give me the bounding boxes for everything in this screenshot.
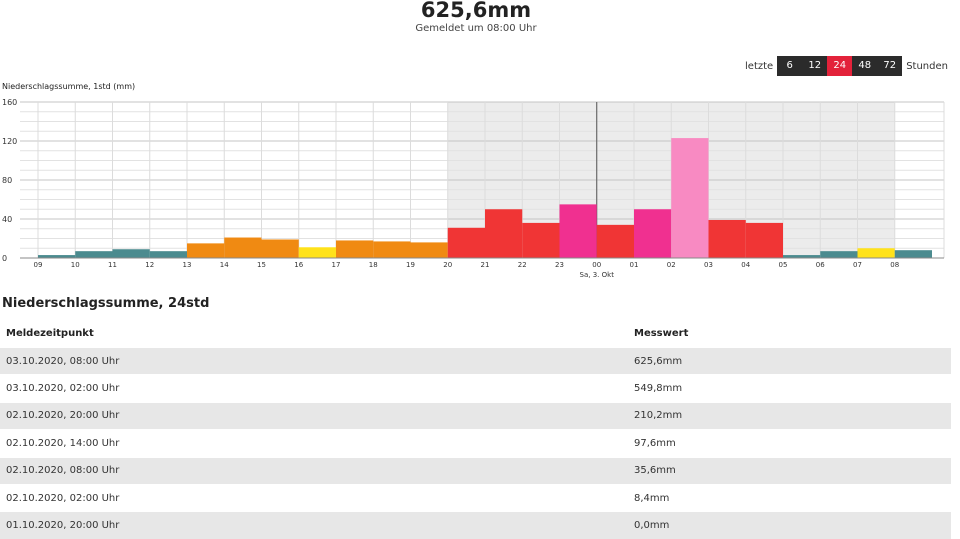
column-header-time: Meldezeitpunkt — [6, 327, 94, 339]
row-value: 549,8mm — [634, 374, 951, 403]
x-tick-label: 04 — [741, 261, 750, 269]
x-tick-label: 20 — [443, 261, 452, 269]
chart-bar — [224, 237, 262, 258]
range-12-button[interactable]: 12 — [802, 56, 828, 76]
row-time: 02.10.2020, 14:00 Uhr — [0, 429, 634, 458]
x-tick-label: 23 — [555, 261, 564, 269]
table-title: Niederschlagssumme, 24std — [2, 296, 210, 311]
x-tick-label: 10 — [71, 261, 80, 269]
row-time: 03.10.2020, 08:00 Uhr — [0, 346, 634, 375]
chart-bar — [38, 255, 76, 258]
time-range-selector: letzte 6 12 24 48 72 Stunden — [741, 56, 952, 76]
chart-bar — [559, 204, 597, 258]
table-header-row: Meldezeitpunkt Messwert — [0, 319, 951, 348]
row-time: 03.10.2020, 02:00 Uhr — [0, 374, 634, 403]
chart-bar — [149, 251, 187, 258]
chart-bar — [447, 227, 485, 258]
y-tick-label: 80 — [2, 176, 12, 185]
table-row: 02.10.2020, 08:00 Uhr 35,6mm — [0, 456, 951, 485]
row-value: 625,6mm — [634, 346, 951, 375]
chart-bar — [485, 209, 523, 258]
chart-bar — [522, 222, 560, 258]
x-tick-label: 02 — [667, 261, 676, 269]
chart-bar — [857, 248, 895, 258]
column-header-value: Messwert — [634, 327, 689, 339]
row-value: 97,6mm — [634, 429, 951, 458]
chart-bar — [261, 239, 299, 258]
x-tick-label: 15 — [257, 261, 266, 269]
x-tick-label: 12 — [145, 261, 154, 269]
range-6-button[interactable]: 6 — [777, 56, 803, 76]
chart-bar — [820, 251, 858, 258]
row-time: 02.10.2020, 20:00 Uhr — [0, 401, 634, 430]
row-value: 8,4mm — [634, 483, 951, 512]
chart-bar — [596, 224, 634, 258]
reported-time: Gemeldet um 08:00 Uhr — [415, 23, 537, 34]
x-tick-label: 03 — [704, 261, 713, 269]
x-tick-label: 09 — [34, 261, 43, 269]
table-row: 01.10.2020, 20:00 Uhr 0,0mm — [0, 511, 951, 539]
x-tick-label: 07 — [853, 261, 862, 269]
table-row: 03.10.2020, 08:00 Uhr 625,6mm — [0, 346, 951, 375]
x-tick-label: 11 — [108, 261, 117, 269]
chart-bar — [298, 247, 336, 258]
chart-title: Niederschlagssumme, 1std (mm) — [2, 82, 136, 91]
row-value: 35,6mm — [634, 456, 951, 485]
row-time: 02.10.2020, 02:00 Uhr — [0, 483, 634, 512]
range-48-button[interactable]: 48 — [852, 56, 878, 76]
row-value: 210,2mm — [634, 401, 951, 430]
y-tick-label: 120 — [2, 137, 17, 146]
chart-bar — [373, 241, 411, 258]
chart-bar — [634, 209, 672, 258]
table-row: 02.10.2020, 14:00 Uhr 97,6mm — [0, 429, 951, 458]
chart-bar — [783, 255, 821, 258]
x-tick-label: 14 — [220, 261, 229, 269]
range-prefix: letzte — [745, 60, 774, 72]
y-tick-label: 0 — [2, 254, 7, 263]
x-tick-label: 05 — [779, 261, 788, 269]
chart-bar — [745, 222, 783, 258]
chart-bar — [75, 251, 113, 258]
row-value: 0,0mm — [634, 511, 951, 539]
x-tick-label: 06 — [816, 261, 825, 269]
x-tick-label: 19 — [406, 261, 415, 269]
range-24-button[interactable]: 24 — [827, 56, 853, 76]
row-time: 02.10.2020, 08:00 Uhr — [0, 456, 634, 485]
day-marker-label: Sa, 3. Okt — [580, 271, 615, 279]
chart-bar — [187, 243, 225, 258]
x-tick-label: 16 — [294, 261, 303, 269]
chart-bar — [894, 250, 932, 258]
x-tick-label: 18 — [369, 261, 378, 269]
row-time: 01.10.2020, 20:00 Uhr — [0, 511, 634, 539]
x-tick-label: 13 — [183, 261, 192, 269]
x-tick-label: 17 — [332, 261, 341, 269]
table-row: 02.10.2020, 02:00 Uhr 8,4mm — [0, 483, 951, 512]
total-value: 625,6mm — [420, 0, 532, 22]
x-tick-label: 22 — [518, 261, 527, 269]
range-72-button[interactable]: 72 — [877, 56, 903, 76]
chart-bar — [336, 240, 374, 258]
y-tick-label: 40 — [2, 215, 12, 224]
x-tick-label: 00 — [592, 261, 601, 269]
x-tick-label: 01 — [630, 261, 639, 269]
measurements-table: Meldezeitpunkt Messwert 03.10.2020, 08:0… — [0, 319, 951, 539]
range-suffix: Stunden — [906, 60, 948, 72]
x-tick-label: 08 — [890, 261, 899, 269]
chart-bar — [112, 249, 150, 258]
x-tick-label: 21 — [481, 261, 490, 269]
table-row: 02.10.2020, 20:00 Uhr 210,2mm — [0, 401, 951, 430]
y-tick-label: 160 — [2, 98, 17, 107]
chart-bar — [671, 138, 709, 258]
chart-bar — [708, 219, 746, 258]
table-row: 03.10.2020, 02:00 Uhr 549,8mm — [0, 374, 951, 403]
chart-bar — [410, 242, 448, 258]
